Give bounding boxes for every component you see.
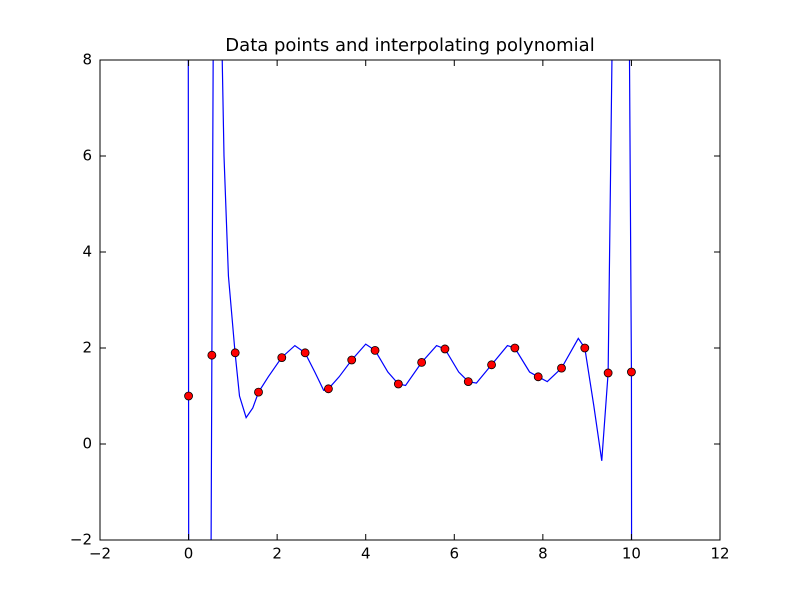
y-tick-label: 2 xyxy=(82,339,92,357)
data-point xyxy=(580,343,590,353)
data-point xyxy=(277,353,287,363)
data-point xyxy=(417,357,427,367)
x-tick-label: 0 xyxy=(184,545,194,563)
x-tick-label: 2 xyxy=(272,545,282,563)
data-point xyxy=(254,387,263,397)
x-tick-label: −2 xyxy=(89,545,111,563)
data-point xyxy=(463,377,473,387)
data-point xyxy=(370,345,380,355)
data-point xyxy=(347,355,357,365)
chart-title: Data points and interpolating polynomial xyxy=(225,35,594,56)
x-tick-label: 10 xyxy=(622,545,641,563)
data-point xyxy=(603,368,613,378)
data-point xyxy=(184,391,193,401)
data-point xyxy=(324,384,333,394)
x-tick-label: 12 xyxy=(710,545,729,563)
data-point xyxy=(487,360,496,370)
data-point xyxy=(230,348,240,358)
y-tick-label: 8 xyxy=(82,51,92,69)
data-point xyxy=(557,363,566,373)
x-tick-label: 8 xyxy=(538,545,548,563)
data-point xyxy=(440,344,450,354)
data-point xyxy=(627,367,636,377)
x-tick-label: 6 xyxy=(450,545,460,563)
y-tick-label: 4 xyxy=(82,243,92,261)
y-tick-label: 6 xyxy=(82,147,92,165)
plot-area xyxy=(184,60,636,540)
data-point xyxy=(207,350,217,360)
x-tick-label: 4 xyxy=(361,545,371,563)
data-point xyxy=(393,379,403,389)
data-point xyxy=(533,372,543,382)
y-tick-label: 0 xyxy=(82,435,92,453)
data-point xyxy=(510,343,520,353)
axes-frame xyxy=(99,59,721,541)
y-tick-label: −2 xyxy=(70,531,92,549)
data-point xyxy=(300,348,310,358)
